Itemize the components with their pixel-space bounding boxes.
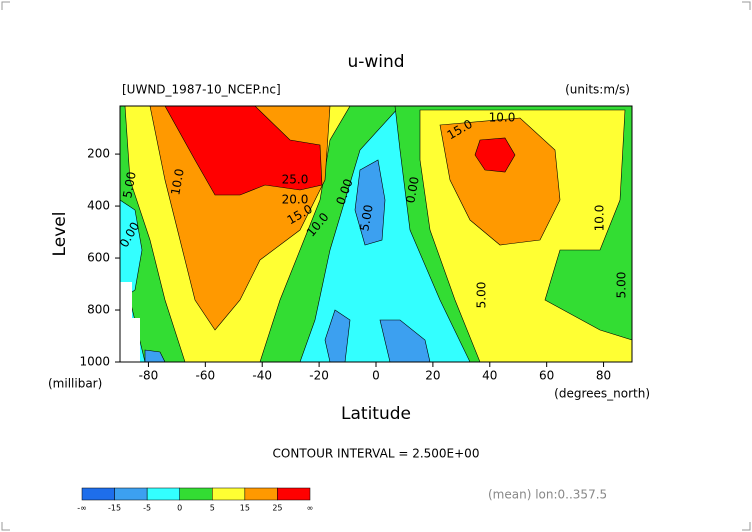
contour-label: 5.00: [475, 282, 489, 309]
contour-label: 10.0: [489, 111, 516, 125]
colorbar-label: 5: [210, 504, 215, 513]
colorbar-label: -15: [108, 504, 121, 513]
colorbar-box: [277, 487, 311, 501]
x-tick-label: -40: [252, 369, 272, 383]
colorbar-box: [212, 487, 246, 501]
contour-interval: CONTOUR INTERVAL = 2.500E+00: [273, 447, 480, 461]
colorbar-label: 0: [177, 504, 182, 513]
contour-region: [164, 105, 323, 196]
note: (mean) lon:0..357.5: [488, 488, 607, 502]
x-tick-label: 40: [482, 369, 497, 383]
x-tick-label: 80: [596, 369, 611, 383]
contour-label: 5.00: [120, 171, 138, 200]
contour-label: 5.00: [357, 204, 375, 233]
x-axis-label: Latitude: [341, 404, 411, 424]
colorbar-label: 15: [240, 504, 250, 513]
y-axis-label: Level: [50, 212, 70, 257]
y-tick-label: 1000: [79, 355, 110, 369]
x-tick-label: -60: [196, 369, 216, 383]
contour-label: 10.0: [593, 205, 607, 232]
contour-region: [354, 159, 386, 246]
colorbar-label: -∞: [77, 504, 87, 513]
x-tick-label: 0: [372, 369, 380, 383]
colorbar-box: [244, 487, 278, 501]
colorbar-box: [179, 487, 213, 501]
y-tick-label: 800: [87, 303, 110, 317]
contour-region: [474, 137, 516, 173]
colorbar-label: ∞: [307, 504, 314, 513]
x-tick-label: 20: [425, 369, 440, 383]
y-tick-label: 400: [87, 199, 110, 213]
contour-label: 20.0: [282, 193, 309, 207]
units-label: (units:m/s): [565, 83, 630, 97]
chart-title: u-wind: [347, 52, 404, 72]
colorbar-label: 25: [272, 504, 282, 513]
colorbar-label: -5: [143, 504, 151, 513]
contour-label: 25.0: [282, 173, 309, 187]
file-label: [UWND_1987-10_NCEP.nc]: [122, 83, 281, 97]
contour-region: [439, 117, 561, 246]
colorbar-box: [146, 487, 180, 501]
y-units: (millibar): [48, 377, 102, 391]
contour-label: 5.00: [615, 272, 629, 299]
y-tick-label: 600: [87, 251, 110, 265]
contour-label: 0.00: [403, 176, 421, 205]
y-tick-label: 200: [87, 147, 110, 161]
colorbar-box: [81, 487, 115, 501]
x-units: (degrees_north): [554, 387, 650, 401]
colorbar-box: [114, 487, 148, 501]
below-ground: [120, 282, 140, 362]
contour-label: 10.0: [168, 168, 186, 197]
x-tick-label: -20: [309, 369, 329, 383]
x-tick-label: 60: [539, 369, 554, 383]
x-tick-label: -80: [139, 369, 159, 383]
contour-region: [379, 319, 431, 363]
